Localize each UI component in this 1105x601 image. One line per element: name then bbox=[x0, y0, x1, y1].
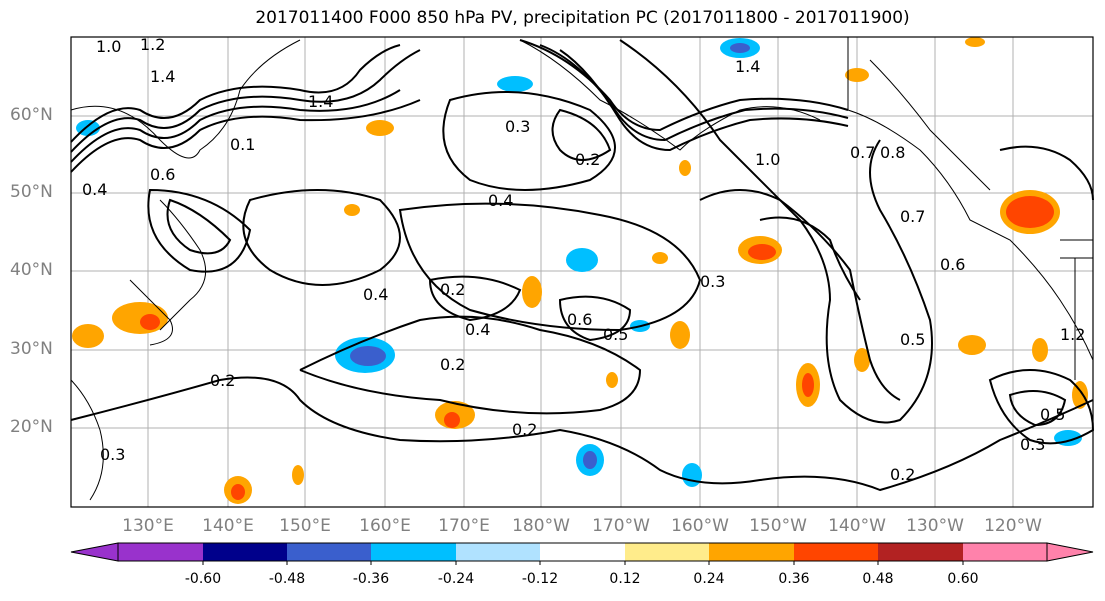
colorbar-segment bbox=[709, 543, 794, 561]
map-frame bbox=[70, 36, 1094, 508]
colorbar-frame bbox=[117, 542, 1048, 562]
contour-label: 0.6 bbox=[940, 255, 965, 274]
contour-labels: 1.0 1.2 1.4 1.4 1.4 0.1 0.3 0.2 0.4 0.2 … bbox=[82, 35, 1085, 484]
colorbar-tick-label: 0.60 bbox=[947, 571, 979, 587]
lon-label: 130°W bbox=[906, 516, 964, 536]
lat-label: 50°N bbox=[10, 182, 53, 202]
colorbar-segments bbox=[70, 542, 1094, 565]
contour-label: 0.2 bbox=[575, 150, 600, 169]
contour-label: 0.5 bbox=[900, 330, 925, 349]
lon-label: 130°E bbox=[122, 516, 174, 536]
colorbar-extend-high bbox=[1046, 542, 1094, 562]
contour-label: 0.6 bbox=[150, 165, 175, 184]
lon-label: 170°W bbox=[592, 516, 650, 536]
colorbar-segment bbox=[963, 543, 1047, 561]
colorbar-segment bbox=[794, 543, 878, 561]
contour-label: 0.6 bbox=[567, 310, 592, 329]
contour-label: 0.3 bbox=[1020, 435, 1045, 454]
contour-label: 0.2 bbox=[210, 371, 235, 390]
colorbar-segment bbox=[625, 543, 709, 561]
contour-label: 0.2 bbox=[512, 420, 537, 439]
pv-contours bbox=[70, 39, 1095, 492]
contour-label: 0.5 bbox=[1040, 405, 1065, 424]
lon-label: 150°W bbox=[749, 516, 807, 536]
colorbar-segment bbox=[203, 543, 287, 561]
colorbar-tick-label: 0.48 bbox=[862, 571, 894, 587]
lat-label: 30°N bbox=[10, 339, 53, 359]
contour-label: 0.5 bbox=[603, 325, 628, 344]
colorbar-segment bbox=[371, 543, 456, 561]
contour-label: 0.4 bbox=[465, 320, 490, 339]
plot-title: 2017011400 F000 850 hPa PV, precipitatio… bbox=[255, 8, 910, 28]
colorbar-tick-label: 0.36 bbox=[778, 571, 810, 587]
contour-label: 1.2 bbox=[1060, 325, 1085, 344]
coastlines bbox=[70, 37, 1094, 501]
contour-label: 0.4 bbox=[488, 191, 513, 210]
lon-label: 170°E bbox=[438, 516, 490, 536]
contour-label: 0.2 bbox=[440, 280, 465, 299]
lat-label: 20°N bbox=[10, 417, 53, 437]
contour-label: 0.8 bbox=[880, 143, 905, 162]
contour-label: 0.2 bbox=[890, 465, 915, 484]
contour-label: 1.0 bbox=[96, 37, 121, 56]
colorbar-tick-label: -0.36 bbox=[352, 571, 390, 587]
contour-label: 0.7 bbox=[900, 207, 925, 226]
colorbar-tick-label: 0.24 bbox=[693, 571, 725, 587]
contour-label: 0.7 bbox=[850, 143, 875, 162]
contour-label: 0.3 bbox=[505, 117, 530, 136]
colorbar-segment bbox=[456, 543, 540, 561]
graticule bbox=[71, 37, 1093, 507]
contour-label: 1.4 bbox=[308, 92, 333, 111]
lon-label: 180°W bbox=[512, 516, 570, 536]
colorbar-tick-label: -0.48 bbox=[268, 571, 306, 587]
contour-label: 0.1 bbox=[230, 135, 255, 154]
lon-label: 160°W bbox=[671, 516, 729, 536]
lat-label: 60°N bbox=[10, 105, 53, 125]
contour-label: 0.3 bbox=[100, 445, 125, 464]
contour-label: 0.4 bbox=[82, 180, 107, 199]
colorbar-segment bbox=[287, 543, 371, 561]
map-plot: 1.0 1.2 1.4 1.4 1.4 0.1 0.3 0.2 0.4 0.2 … bbox=[70, 35, 1095, 508]
lat-label: 40°N bbox=[10, 260, 53, 280]
colorbar-tick-label: -0.12 bbox=[521, 571, 559, 587]
lon-label: 120°W bbox=[984, 516, 1042, 536]
colorbar-tick-label: 0.12 bbox=[609, 571, 641, 587]
precip-shading bbox=[72, 37, 1088, 504]
contour-label: 0.3 bbox=[700, 272, 725, 291]
colorbar-tick-label: -0.60 bbox=[184, 571, 222, 587]
contour-label: 1.4 bbox=[735, 57, 760, 76]
lon-label: 140°E bbox=[202, 516, 254, 536]
lon-label: 140°W bbox=[828, 516, 886, 536]
colorbar-tick-label: -0.24 bbox=[437, 571, 475, 587]
contour-label: 1.2 bbox=[140, 35, 165, 54]
colorbar-segment bbox=[118, 543, 203, 561]
contour-label: 0.2 bbox=[440, 355, 465, 374]
lon-label: 160°E bbox=[359, 516, 411, 536]
colorbar-extend-low bbox=[70, 542, 119, 562]
contour-label: 1.0 bbox=[755, 150, 780, 169]
colorbar-segment bbox=[878, 543, 963, 561]
lon-label: 150°E bbox=[279, 516, 331, 536]
contour-label: 0.4 bbox=[363, 285, 388, 304]
colorbar-segment bbox=[540, 543, 625, 561]
contour-label: 1.4 bbox=[150, 67, 175, 86]
